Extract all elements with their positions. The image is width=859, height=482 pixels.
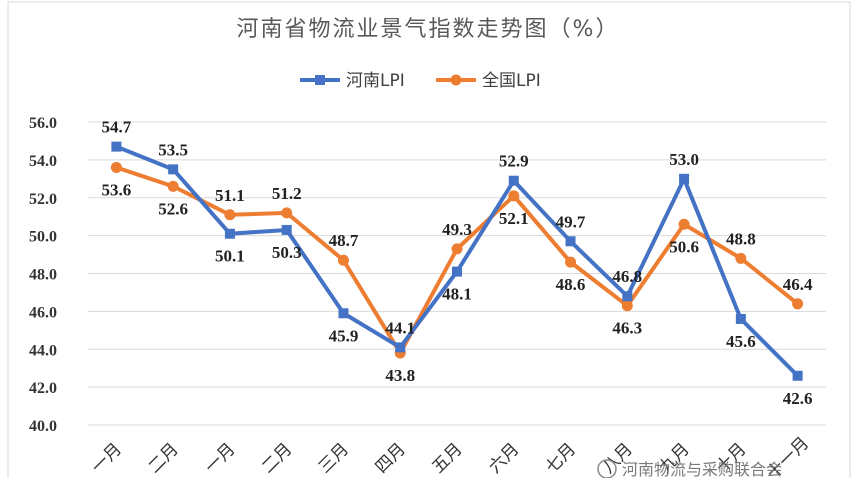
data-label: 50.1 (215, 247, 245, 266)
y-tick-label: 52.0 (29, 191, 57, 208)
data-label: 49.7 (556, 212, 586, 231)
data-point-marker (565, 236, 576, 247)
data-point-marker (111, 141, 122, 152)
data-point-marker (792, 298, 804, 310)
data-point-marker (338, 308, 349, 319)
data-point-marker (792, 370, 803, 381)
data-point-marker (395, 342, 406, 353)
data-label: 48.6 (556, 275, 586, 294)
data-point-marker (337, 254, 349, 266)
data-label: 43.8 (385, 366, 415, 385)
data-label: 53.0 (669, 150, 699, 169)
y-tick-label: 54.0 (29, 153, 57, 170)
data-point-marker (565, 256, 577, 268)
legend: 河南LPI 全国LPI (300, 71, 541, 91)
chart-title: 河南省物流业景气指数走势图（%） (237, 17, 620, 42)
y-tick-label: 42.0 (29, 380, 57, 397)
y-tick-label: 46.0 (29, 304, 57, 321)
data-point-marker (678, 218, 690, 230)
data-label: 42.6 (783, 389, 813, 408)
data-point-marker (224, 228, 235, 239)
data-label: 48.8 (726, 229, 756, 248)
data-point-marker (281, 224, 292, 235)
data-label: 52.9 (499, 152, 529, 171)
legend-label: 河南LPI (346, 71, 405, 91)
data-label: 45.6 (726, 332, 756, 351)
data-label: 46.8 (612, 267, 642, 286)
data-point-marker (168, 164, 179, 175)
chart-border (7, 1, 851, 482)
y-tick-label: 40.0 (29, 418, 57, 435)
data-label: 46.3 (612, 319, 642, 338)
data-point-marker (110, 161, 122, 173)
data-label: 52.6 (158, 199, 188, 218)
data-point-marker (281, 207, 293, 219)
y-axis: 56.0 54.0 52.0 50.0 48.0 46.0 44.0 42.0 40.0 (29, 115, 57, 435)
data-point-marker (508, 190, 520, 202)
data-label: 49.3 (442, 220, 472, 239)
data-label: 51.1 (215, 186, 245, 205)
data-label: 53.6 (102, 180, 132, 199)
data-point-marker (451, 243, 463, 255)
y-tick-label: 48.0 (29, 267, 57, 284)
data-labels: 54.7 53.5 50.1 50.3 45.9 44.1 48.1 52.9 49.7 46.8… (102, 118, 813, 408)
data-point-marker (621, 300, 633, 312)
data-label: 45.9 (329, 326, 359, 345)
data-label: 52.1 (499, 209, 529, 228)
data-point-marker (622, 291, 633, 302)
data-label: 50.3 (272, 243, 302, 262)
data-label: 44.1 (385, 318, 415, 337)
data-point-marker (508, 175, 519, 186)
data-label: 48.1 (442, 285, 472, 304)
y-tick-label: 56.0 (29, 115, 57, 132)
legend-swatch-marker (450, 74, 462, 86)
data-point-marker (167, 180, 179, 192)
data-label: 51.2 (272, 184, 302, 203)
data-point-marker (679, 173, 690, 184)
data-label: 54.7 (102, 118, 132, 137)
data-point-marker (224, 209, 236, 221)
data-point-marker (735, 252, 747, 264)
data-label: 50.6 (669, 237, 699, 256)
data-label: 48.7 (329, 231, 359, 250)
watermark: 河南物流与采购联合会 (597, 459, 782, 479)
data-point-marker (452, 266, 462, 277)
data-label: 46.4 (783, 275, 813, 294)
data-label: 53.5 (158, 140, 188, 159)
watermark-text: 河南物流与采购联合会 (622, 460, 782, 478)
y-tick-label: 50.0 (29, 229, 57, 246)
y-tick-label: 44.0 (29, 342, 57, 359)
series-group (110, 141, 804, 381)
legend-swatch-marker (315, 75, 325, 85)
legend-label: 全国LPI (482, 71, 541, 91)
data-point-marker (735, 313, 746, 324)
